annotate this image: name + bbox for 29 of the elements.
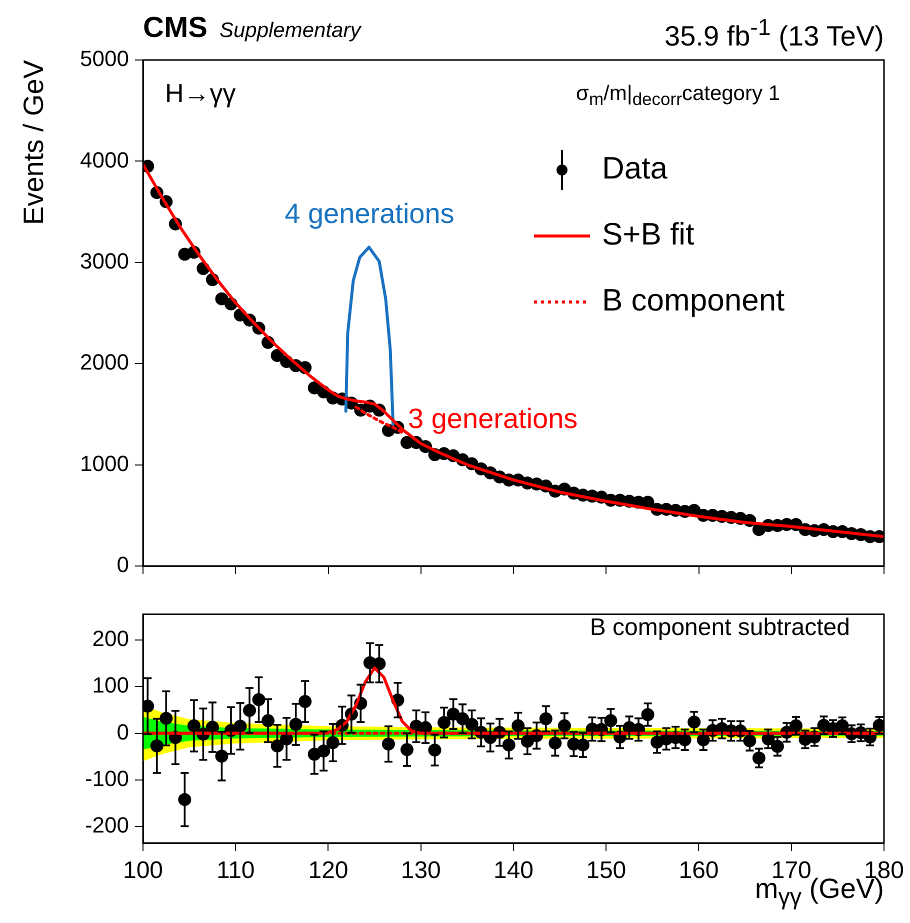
y-axis-title: Events / GeV [18, 60, 50, 225]
x-tick-label: 130 [400, 857, 441, 884]
y-tick-label: 5000 [80, 46, 129, 72]
legend-label: S+B fit [602, 216, 695, 252]
legend-label: Data [602, 150, 668, 186]
y-tick-label: 100 [92, 672, 129, 698]
y-tick-label: 4000 [80, 147, 129, 172]
y-tick-label: 200 [92, 626, 129, 651]
x-tick-label: 110 [216, 857, 255, 884]
legend-title: σ$_{m}$/m|$_{decorr}$category 1 [576, 82, 780, 110]
x-tick-label: 140 [493, 857, 534, 884]
series-label: 4 generations [284, 198, 454, 229]
annotation: 3 generations [408, 403, 578, 435]
chart-title: CMS [143, 12, 208, 45]
y-tick-label: 0 [116, 719, 129, 744]
y-tick-label: -200 [84, 812, 129, 838]
legend-label: B component [602, 282, 786, 318]
x-tick-label: 120 [308, 857, 348, 884]
x-tick-label: 150 [586, 857, 626, 884]
chart-subtitle: Supplementary [219, 19, 361, 43]
y-tick-label: 0 [116, 552, 129, 578]
y-tick-label: -100 [84, 766, 129, 792]
annotation: H→γγ [165, 78, 236, 109]
text: 35.9 fb$^{-1}$ (13 TeV) [664, 14, 884, 52]
x-tick-label: 160 [678, 857, 719, 884]
y-tick-label: 2000 [80, 350, 129, 375]
annotation: B component subtracted [590, 614, 850, 642]
y-tick-label: 3000 [80, 248, 129, 274]
y-tick-label: 1000 [80, 450, 129, 476]
